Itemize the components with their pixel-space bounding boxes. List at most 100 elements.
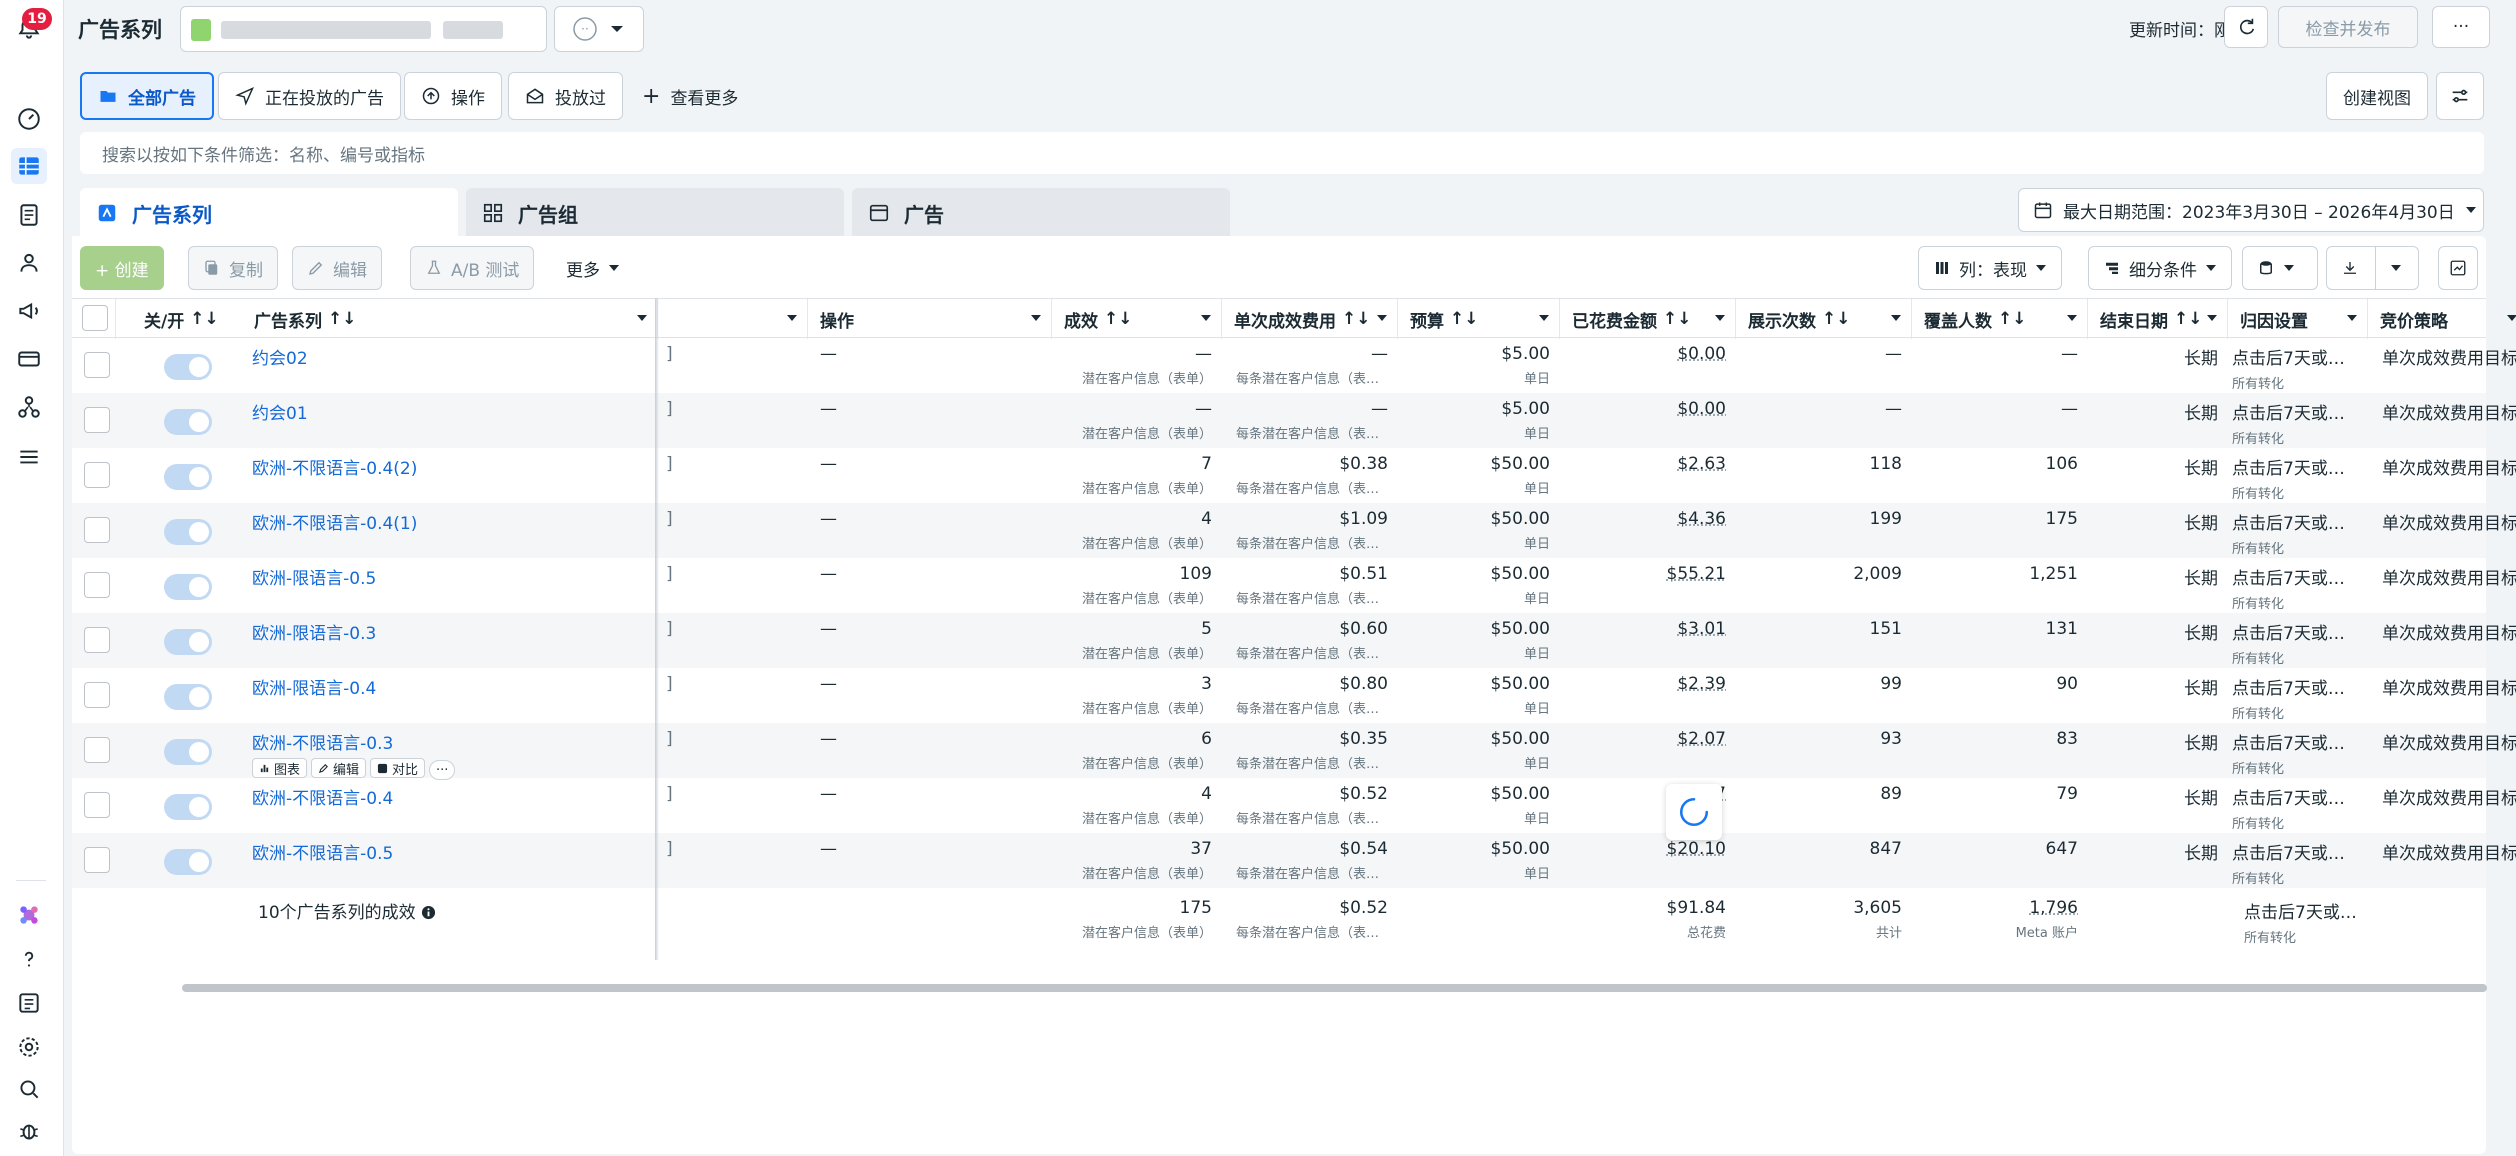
tab-ad-sets[interactable]: 广告组 xyxy=(466,188,844,238)
search-icon[interactable] xyxy=(14,1074,44,1104)
campaign-name-link[interactable]: 欧洲-不限语言-0.4(1) xyxy=(252,509,652,534)
duplicate-button[interactable]: 复制 xyxy=(188,246,278,290)
dashboard-icon[interactable] xyxy=(14,104,44,134)
table-row[interactable]: 欧洲-不限语言-0.5] — 37 潜在客户信息（表单） $0.54 每条潜在客户信息（表… xyxy=(72,833,2486,888)
campaign-name-link[interactable]: 欧洲-不限语言-0.4 xyxy=(252,784,652,809)
column-header-results[interactable]: 成效 ↑↓ xyxy=(1052,299,1222,339)
export-options-dropdown[interactable] xyxy=(2375,246,2419,290)
meta-ai-icon[interactable] xyxy=(14,900,44,930)
tab-ads[interactable]: 广告 xyxy=(852,188,1230,238)
refresh-button[interactable] xyxy=(2224,6,2268,48)
on-off-toggle[interactable] xyxy=(164,354,212,380)
view-charts-button[interactable]: 图表 xyxy=(252,758,307,778)
filter-active-ads[interactable]: 正在投放的广告 xyxy=(218,72,401,120)
on-off-toggle[interactable] xyxy=(164,464,212,490)
table-row[interactable]: 欧洲-不限语言-0.3 图表 编辑 对比 ···] — 6 潜在客户信息（表单） $0.35 每条… xyxy=(72,723,2486,778)
row-checkbox[interactable] xyxy=(84,407,110,433)
charts-toggle-button[interactable] xyxy=(2438,246,2478,290)
table-row[interactable]: 欧洲-不限语言-0.4(2)] — 7 潜在客户信息（表单） $0.38 每条潜在客户信息… xyxy=(72,448,2486,503)
table-row[interactable]: 欧洲-限语言-0.4] —3 潜在客户信息（表单） $0.80 每条潜在客户信息（表… $… xyxy=(72,668,2486,723)
megaphone-icon[interactable] xyxy=(14,296,44,326)
column-header-budget[interactable]: 预算 ↑↓ xyxy=(1398,299,1560,339)
table-row[interactable]: 欧洲-不限语言-0.4(1)] — 4 潜在客户信息（表单） $1.09 每条潜在客户信息… xyxy=(72,503,2486,558)
on-off-toggle[interactable] xyxy=(164,629,212,655)
row-checkbox[interactable] xyxy=(84,572,110,598)
more-actions-dropdown[interactable]: 更多 xyxy=(552,246,634,290)
column-header-delivery[interactable] xyxy=(658,299,808,339)
more-options-button[interactable]: ··· xyxy=(2432,6,2490,48)
help-icon[interactable] xyxy=(14,944,44,974)
column-header-on-off[interactable]: 关/开 ↑↓ xyxy=(132,299,228,339)
row-checkbox[interactable] xyxy=(84,627,110,653)
filter-actions[interactable]: 操作 xyxy=(404,72,502,120)
review-and-publish-button[interactable]: 检查并发布 xyxy=(2278,6,2418,48)
on-off-toggle[interactable] xyxy=(164,684,212,710)
table-row[interactable]: 约会02] — — 潜在客户信息（表单） — 每条潜在客户信息（表… $5.00 单日 $0.0… xyxy=(72,338,2486,393)
campaign-name-link[interactable]: 欧洲-不限语言-0.3 xyxy=(252,729,652,754)
reports-dropdown[interactable] xyxy=(2242,246,2318,290)
ab-test-button[interactable]: A/B 测试 xyxy=(410,246,534,290)
on-off-toggle[interactable] xyxy=(164,739,212,765)
row-checkbox[interactable] xyxy=(84,352,110,378)
audience-icon[interactable] xyxy=(14,248,44,278)
ad-account-selector[interactable] xyxy=(180,6,547,52)
campaign-name-link[interactable]: 欧洲-限语言-0.5 xyxy=(252,564,652,589)
filter-delivered[interactable]: 投放过 xyxy=(508,72,623,120)
select-all-checkbox[interactable] xyxy=(82,305,108,331)
news-icon[interactable] xyxy=(14,988,44,1018)
table-row[interactable]: 约会01] — — 潜在客户信息（表单） — 每条潜在客户信息（表… $5.00 单日 $0.0… xyxy=(72,393,2486,448)
column-header-end-date[interactable]: 结束日期 ↑↓ xyxy=(2088,299,2228,339)
search-filter-input[interactable]: 搜索以按如下条件筛选：名称、编号或指标 xyxy=(80,132,2484,174)
documents-icon[interactable] xyxy=(14,200,44,230)
breakdown-dropdown[interactable]: 细分条件 xyxy=(2088,246,2232,290)
account-status-dropdown[interactable]: ·· xyxy=(554,6,644,52)
billing-icon[interactable] xyxy=(14,344,44,374)
on-off-toggle[interactable] xyxy=(164,794,212,820)
menu-icon[interactable] xyxy=(14,442,44,472)
row-checkbox[interactable] xyxy=(84,462,110,488)
column-header-actions[interactable]: 操作 xyxy=(808,299,1052,339)
campaign-name-link[interactable]: 约会02 xyxy=(252,344,652,369)
table-row[interactable]: 欧洲-限语言-0.3] —5 潜在客户信息（表单） $0.60 每条潜在客户信息（表… $… xyxy=(72,613,2486,668)
compare-button[interactable]: 对比 xyxy=(370,758,425,778)
columns-dropdown[interactable]: 列：表现 xyxy=(1918,246,2062,290)
row-checkbox[interactable] xyxy=(84,792,110,818)
campaign-name-link[interactable]: 欧洲-限语言-0.3 xyxy=(252,619,652,644)
campaign-name-link[interactable]: 欧洲-不限语言-0.5 xyxy=(252,839,652,864)
business-tools-icon[interactable] xyxy=(14,392,44,422)
on-off-toggle[interactable] xyxy=(164,409,212,435)
create-view-button[interactable]: 创建视图 xyxy=(2326,72,2428,120)
create-button[interactable]: + 创建 xyxy=(80,246,164,290)
table-row[interactable]: 欧洲-限语言-0.5] — 109 潜在客户信息（表单） $0.51 每条潜在客户信息（表… xyxy=(72,558,2486,613)
row-checkbox[interactable] xyxy=(84,517,110,543)
export-button[interactable] xyxy=(2326,246,2376,290)
table-row[interactable]: 欧洲-不限语言-0.4] — 4 潜在客户信息（表单） $0.52 每条潜在客户信息（表…… xyxy=(72,778,2486,833)
on-off-toggle[interactable] xyxy=(164,849,212,875)
column-header-amount-spent[interactable]: 已花费金额 ↑↓ xyxy=(1560,299,1736,339)
edit-button[interactable]: 编辑 xyxy=(292,246,382,290)
tab-campaigns[interactable]: 广告系列 xyxy=(80,188,458,238)
filter-see-more[interactable]: + 查看更多 xyxy=(626,72,754,120)
bug-report-icon[interactable] xyxy=(14,1116,44,1146)
campaign-name-link[interactable]: 约会01 xyxy=(252,399,652,424)
on-off-toggle[interactable] xyxy=(164,519,212,545)
filter-all-ads[interactable]: 全部广告 xyxy=(80,72,214,120)
settings-gear-icon[interactable] xyxy=(14,1032,44,1062)
date-range-picker[interactable]: 最大日期范围：2023年3月30日 – 2026年4月30日 xyxy=(2018,188,2484,232)
row-checkbox[interactable] xyxy=(84,737,110,763)
column-header-attribution[interactable]: 归因设置 xyxy=(2228,299,2368,339)
campaign-name-link[interactable]: 欧洲-限语言-0.4 xyxy=(252,674,652,699)
edit-row-button[interactable]: 编辑 xyxy=(311,758,366,778)
column-header-bid-strategy[interactable]: 竞价策略 xyxy=(2368,299,2516,339)
column-header-impressions[interactable]: 展示次数 ↑↓ xyxy=(1736,299,1912,339)
row-checkbox[interactable] xyxy=(84,682,110,708)
row-checkbox[interactable] xyxy=(84,847,110,873)
column-header-campaign[interactable]: 广告系列 ↑↓ xyxy=(242,299,658,339)
row-more-button[interactable]: ··· xyxy=(429,760,455,780)
column-header-cost-per-result[interactable]: 单次成效费用 ↑↓ xyxy=(1222,299,1398,339)
campaigns-table-icon[interactable] xyxy=(11,148,47,184)
customize-view-button[interactable] xyxy=(2436,72,2484,120)
column-header-reach[interactable]: 覆盖人数 ↑↓ xyxy=(1912,299,2088,339)
on-off-toggle[interactable] xyxy=(164,574,212,600)
campaign-name-link[interactable]: 欧洲-不限语言-0.4(2) xyxy=(252,454,652,479)
